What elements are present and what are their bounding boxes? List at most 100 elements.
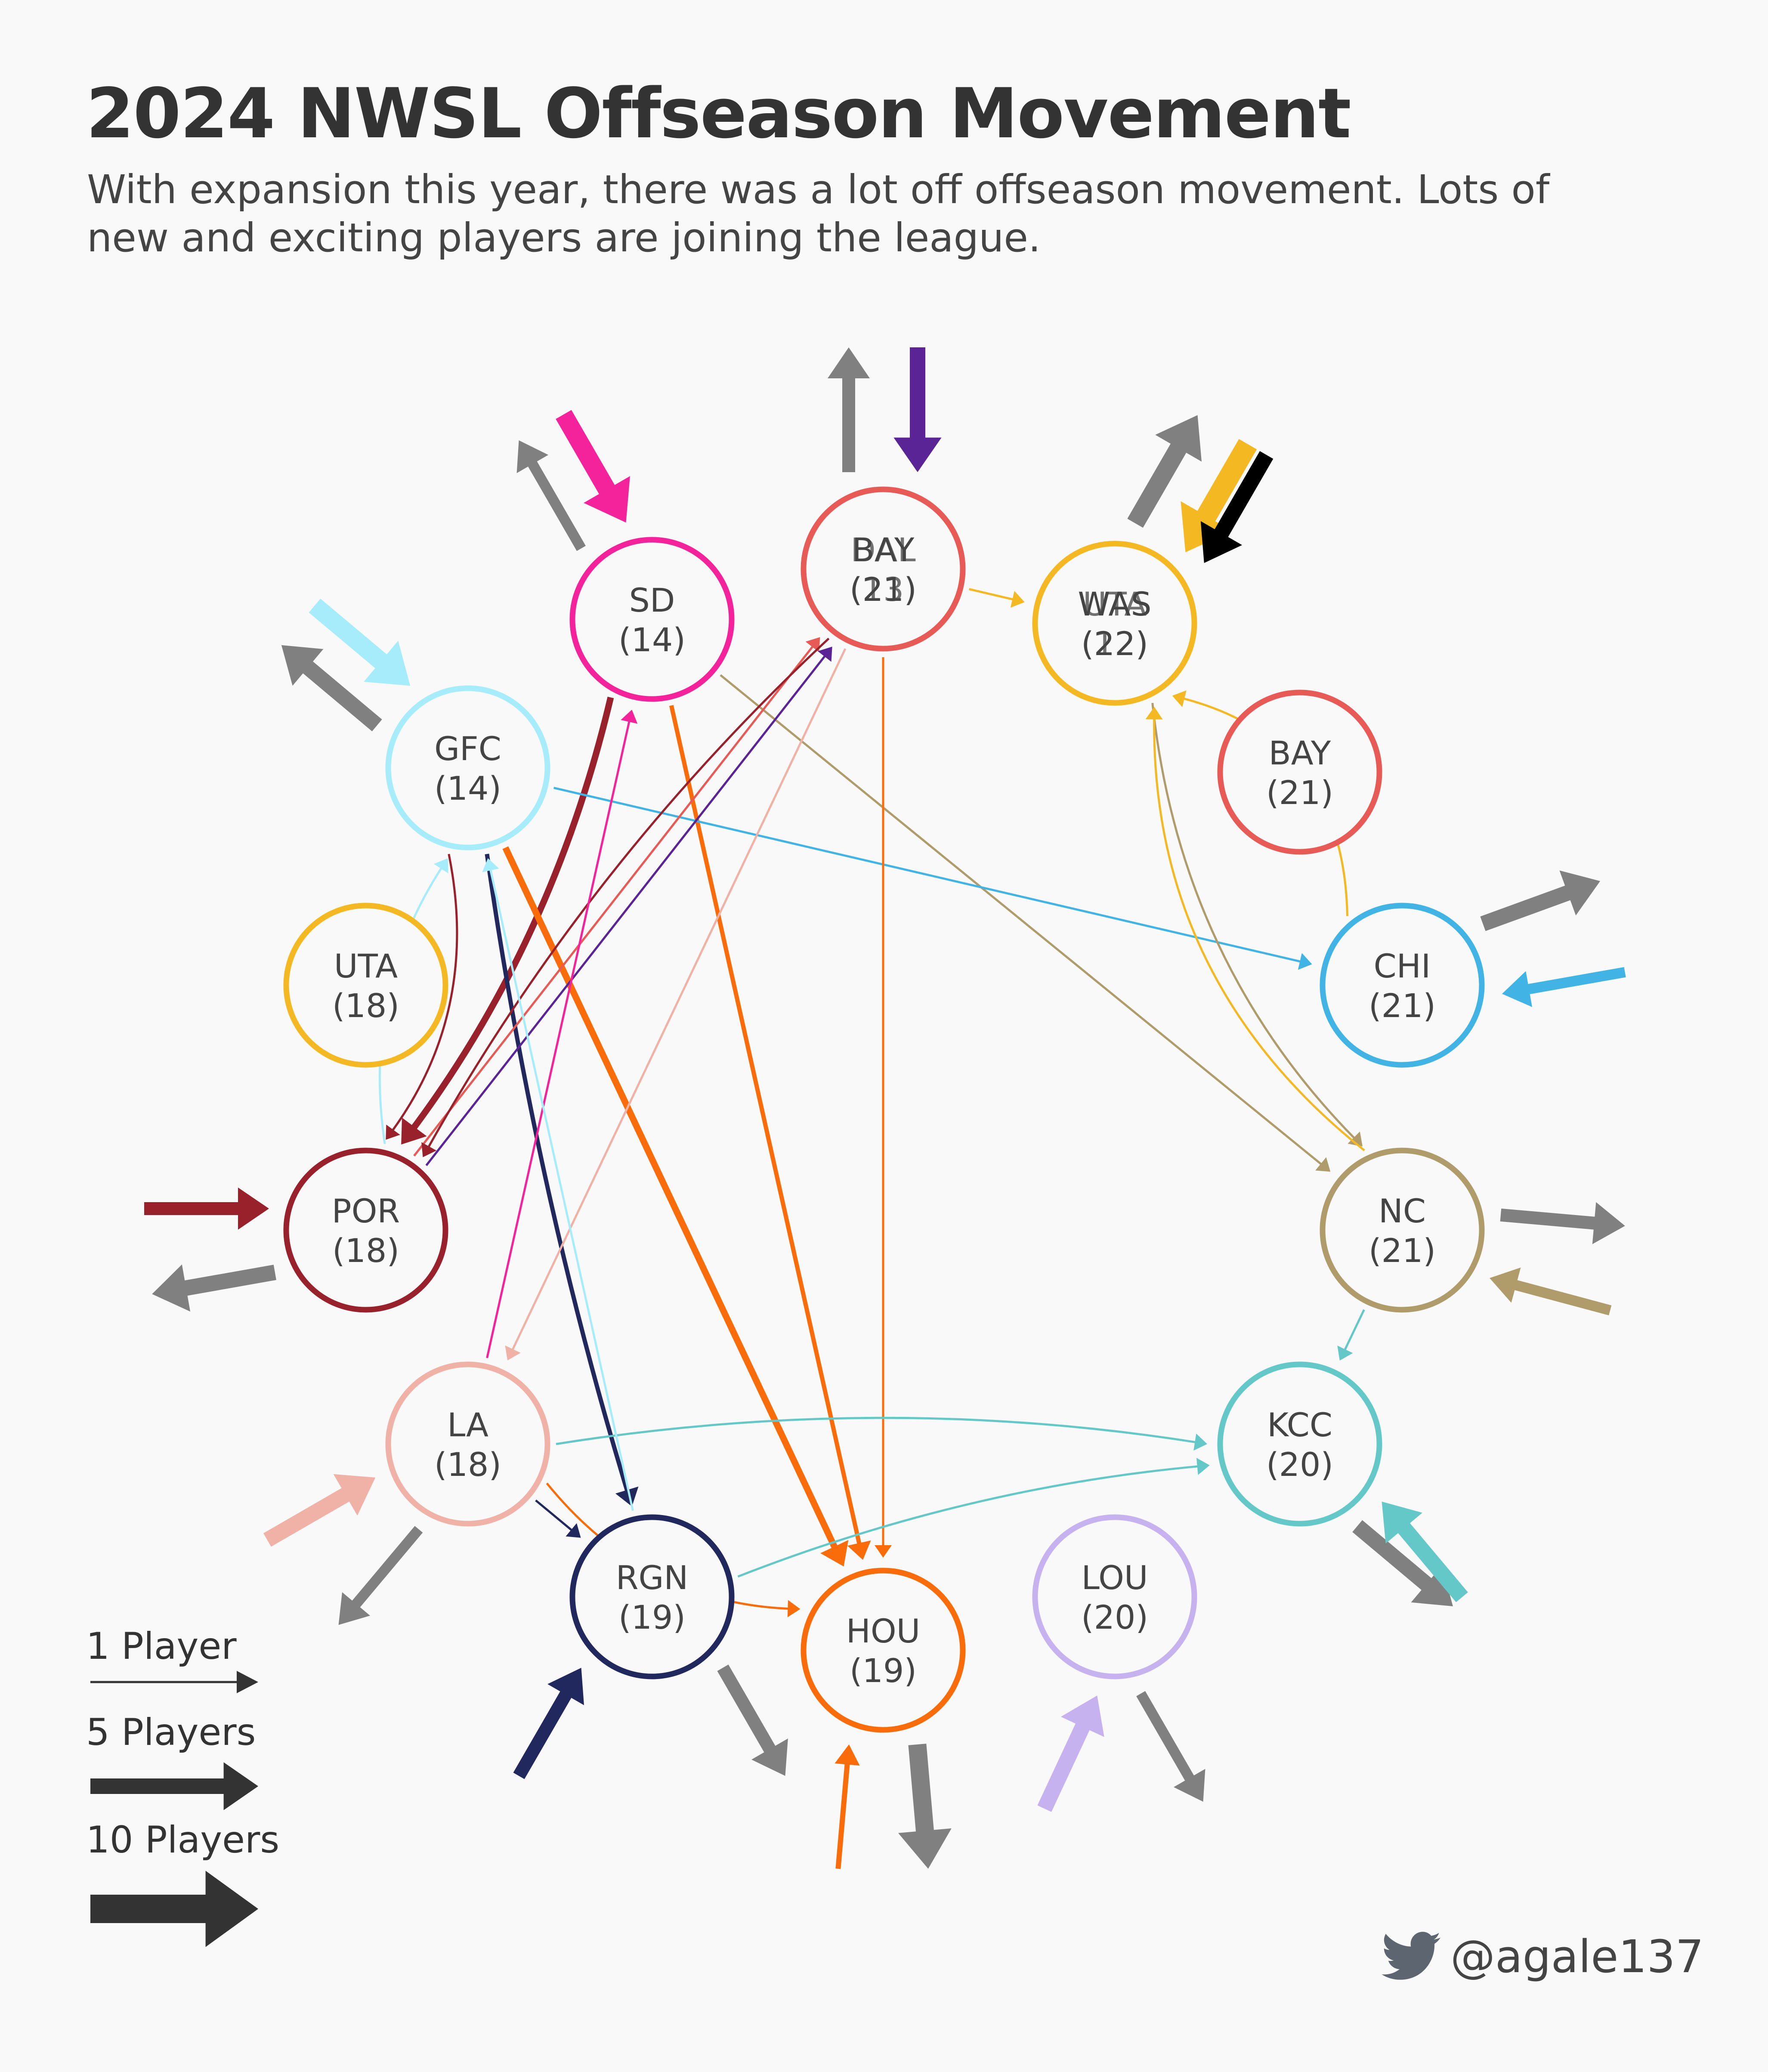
team-player-count: (22): [1081, 625, 1148, 663]
external-in-arrow: [1490, 1267, 1612, 1316]
team-player-count: (21): [1369, 1231, 1436, 1270]
team-player-count: (19): [618, 1598, 686, 1636]
external-in-arrow: [893, 347, 942, 472]
team-player-count: (21): [1266, 773, 1333, 812]
external-out-arrow: [1136, 1691, 1205, 1802]
transfer-link: [421, 637, 830, 1157]
transfer-link: [482, 858, 634, 1511]
transfer-link: [485, 854, 639, 1507]
transfer-link: [720, 674, 1331, 1172]
transfer-link: [535, 1499, 581, 1538]
team-node-nc[interactable]: NC(21): [1320, 1147, 1485, 1313]
external-in-arrow: [309, 598, 411, 686]
transfer-link: [413, 637, 820, 1157]
transfer-link: [1145, 707, 1365, 1151]
team-label: BAY: [1269, 734, 1331, 772]
external-out-arrow: [1480, 870, 1601, 931]
team-node-gfc[interactable]: GFC(14): [385, 685, 550, 850]
team-player-count: (21): [850, 570, 917, 609]
transfer-links: [378, 588, 1365, 1617]
team-node-was[interactable]: WAS(22)UTA(12): [1032, 541, 1197, 706]
team-node-uta[interactable]: UTA(18): [283, 903, 448, 1068]
legend-label-5: 5 Players: [86, 1711, 256, 1754]
team-label: LOU: [1081, 1559, 1148, 1597]
legend-arrow-5: [90, 1762, 258, 1810]
team-player-count: (21): [1369, 987, 1436, 1025]
external-in-arrow: [263, 1474, 376, 1547]
team-label: GFC: [434, 730, 501, 768]
external-in-arrow: [835, 1744, 860, 1869]
external-out-arrow: [516, 440, 586, 551]
external-arrows: [144, 347, 1626, 1869]
external-in-arrow: [1502, 967, 1626, 1007]
team-node-bay[interactable]: BAY(21): [1217, 690, 1382, 855]
transfer-link: [486, 709, 638, 1358]
team-label: SD: [629, 581, 675, 619]
team-node-la[interactable]: LA(18): [385, 1361, 550, 1527]
transfer-link: [502, 846, 849, 1567]
legend-arrows: [90, 1671, 258, 1947]
team-node-rgn[interactable]: RGN(19): [569, 1514, 735, 1679]
chart-title: 2024 NWSL Offseason Movement: [86, 73, 1351, 154]
team-label-overlay: UTA: [1083, 585, 1147, 623]
transfer-link: [556, 1416, 1207, 1451]
team-player-count: (14): [618, 621, 686, 659]
transfer-link: [969, 588, 1025, 608]
team-player-count: (19): [850, 1651, 917, 1690]
team-node-por[interactable]: POR(18): [283, 1147, 448, 1313]
external-out-arrow: [898, 1744, 952, 1869]
team-player-count-overlay: (12): [1081, 625, 1148, 663]
legend-label-10: 10 Players: [86, 1818, 280, 1862]
team-player-count: (18): [332, 987, 399, 1025]
team-label: BAY: [852, 531, 915, 569]
team-player-count: (18): [332, 1231, 399, 1270]
transfer-link: [401, 696, 614, 1145]
team-player-count: (20): [1081, 1598, 1148, 1636]
twitter-bird-icon: [1382, 1932, 1441, 1980]
external-out-arrow: [281, 645, 382, 732]
team-label: HOU: [846, 1612, 921, 1650]
team-player-count-overlay: (13): [850, 570, 917, 609]
transfer-link: [1337, 1309, 1365, 1361]
team-node-kcc[interactable]: KCC(20): [1217, 1361, 1382, 1527]
legend-arrow-1: [90, 1671, 258, 1693]
chart-subtitle: With expansion this year, there was a lo…: [87, 167, 1550, 261]
external-in-arrow: [1382, 1501, 1468, 1602]
team-node-hou[interactable]: HOU(19): [801, 1568, 966, 1733]
team-node-chi[interactable]: CHI(21): [1320, 903, 1485, 1068]
author-handle[interactable]: @agale137: [1450, 1930, 1704, 1983]
external-out-arrow: [338, 1526, 423, 1625]
transfer-link: [386, 854, 458, 1140]
external-in-arrow: [513, 1667, 584, 1779]
transfer-link: [505, 648, 847, 1361]
transfer-link: [875, 657, 892, 1558]
team-node-sd[interactable]: SD(14): [569, 537, 735, 702]
team-label-overlay: DAL: [850, 531, 916, 569]
external-out-arrow: [152, 1264, 276, 1312]
legend-label-1: 1 Player: [86, 1625, 237, 1668]
team-label: KCC: [1267, 1406, 1332, 1444]
team-label: LA: [447, 1406, 488, 1444]
team-label: UTA: [334, 947, 398, 985]
team-label: POR: [332, 1192, 400, 1230]
author-credit[interactable]: @agale137: [1382, 1930, 1704, 1983]
team-player-count: (20): [1266, 1445, 1333, 1484]
external-in-arrow: [1037, 1695, 1104, 1812]
transfer-link: [425, 646, 832, 1166]
transfer-link: [553, 787, 1312, 970]
external-out-arrow: [1127, 415, 1202, 528]
team-node-lou[interactable]: LOU(20): [1032, 1514, 1197, 1679]
team-label: WAS: [1078, 585, 1151, 623]
team-nodes: BAY(21)DAL(13)SD(14)WAS(22)UTA(12)GFC(14…: [283, 486, 1485, 1733]
external-in-arrow: [1200, 451, 1273, 563]
team-node-bay[interactable]: BAY(21)DAL(13): [801, 486, 966, 652]
transfer-link: [737, 1458, 1210, 1578]
team-label: NC: [1379, 1192, 1426, 1230]
transfer-link: [669, 705, 871, 1560]
external-out-arrow: [1500, 1202, 1625, 1244]
team-label: RGN: [616, 1559, 689, 1597]
external-in-arrow: [556, 410, 630, 523]
external-out-arrow: [828, 347, 870, 472]
external-out-arrow: [717, 1664, 788, 1776]
